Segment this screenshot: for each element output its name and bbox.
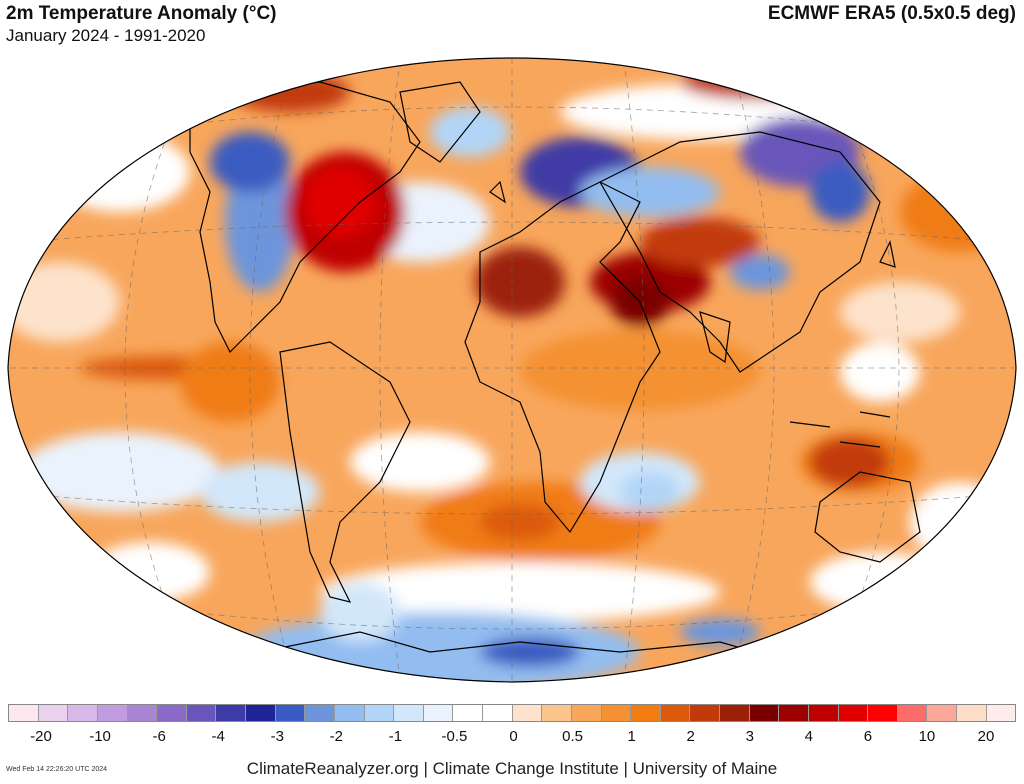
- color-swatch: [97, 705, 128, 721]
- color-swatch: [720, 705, 750, 721]
- color-swatch: [275, 705, 306, 721]
- color-swatch: [483, 705, 513, 721]
- color-swatch: [9, 705, 39, 721]
- color-scale-tick-label: 20: [977, 728, 995, 745]
- color-swatch: [305, 705, 335, 721]
- color-swatch: [453, 705, 483, 721]
- anomaly-field: [8, 58, 1016, 682]
- dataset-label: ECMWF ERA5 (0.5x0.5 deg): [767, 3, 1016, 24]
- color-swatch: [601, 705, 632, 721]
- color-swatch: [394, 705, 424, 721]
- color-swatch: [246, 705, 276, 721]
- color-scale-bar: [8, 704, 1016, 722]
- world-map: [0, 52, 1024, 692]
- map-title: 2m Temperature Anomaly (°C): [6, 3, 277, 24]
- color-swatch: [986, 705, 1016, 721]
- color-swatch: [157, 705, 187, 721]
- coastlines: [189, 81, 921, 663]
- color-swatch: [334, 705, 365, 721]
- color-swatch: [423, 705, 454, 721]
- color-scale-tick-label: -2: [329, 728, 343, 745]
- color-swatch: [216, 705, 246, 721]
- credit-footer: ClimateReanalyzer.org | Climate Change I…: [246, 759, 778, 778]
- map-subtitle: January 2024 - 1991-2020: [6, 26, 206, 45]
- color-scale-tick-label: -0.5: [441, 728, 468, 745]
- color-swatch: [749, 705, 780, 721]
- color-scale-ticks: -20 -10 -6 -4 -3 -2 -1 -0.5 0 0.5 1 2 3 4 6 10 20: [8, 728, 1016, 748]
- color-swatch: [660, 705, 691, 721]
- color-scale-tick-label: -3: [270, 728, 284, 745]
- color-swatch: [38, 705, 69, 721]
- color-scale-tick-label: 4: [804, 728, 813, 745]
- color-swatch: [927, 705, 957, 721]
- color-swatch: [779, 705, 809, 721]
- color-swatch: [364, 705, 395, 721]
- color-swatch: [186, 705, 217, 721]
- color-scale-tick-label: 6: [863, 728, 873, 745]
- color-scale-tick-label: -6: [152, 728, 166, 745]
- color-scale-tick-label: -1: [388, 728, 403, 745]
- map-outline: [7, 57, 1017, 683]
- color-scale-tick-label: 10: [918, 728, 936, 745]
- color-swatch: [127, 705, 158, 721]
- color-swatch: [631, 705, 661, 721]
- color-swatch: [957, 705, 987, 721]
- color-scale-tick-label: 3: [745, 728, 754, 745]
- color-swatch: [690, 705, 720, 721]
- color-scale-tick-label: 0: [509, 728, 518, 745]
- color-swatch: [542, 705, 572, 721]
- color-scale-tick-label: -20: [30, 728, 52, 745]
- color-swatch: [68, 705, 98, 721]
- generation-timestamp: Wed Feb 14 22:26:20 UTC 2024: [6, 766, 108, 773]
- color-scale-tick-label: 1: [627, 728, 636, 745]
- color-scale-tick-label: -4: [211, 728, 225, 745]
- color-scale-tick-label: -10: [89, 728, 111, 745]
- color-swatch: [571, 705, 602, 721]
- color-scale-tick-label: 0.5: [562, 728, 583, 745]
- color-swatch: [838, 705, 869, 721]
- color-swatch: [512, 705, 543, 721]
- color-swatch: [808, 705, 839, 721]
- color-swatch: [897, 705, 928, 721]
- color-swatch: [868, 705, 898, 721]
- color-scale-tick-label: 2: [686, 728, 695, 745]
